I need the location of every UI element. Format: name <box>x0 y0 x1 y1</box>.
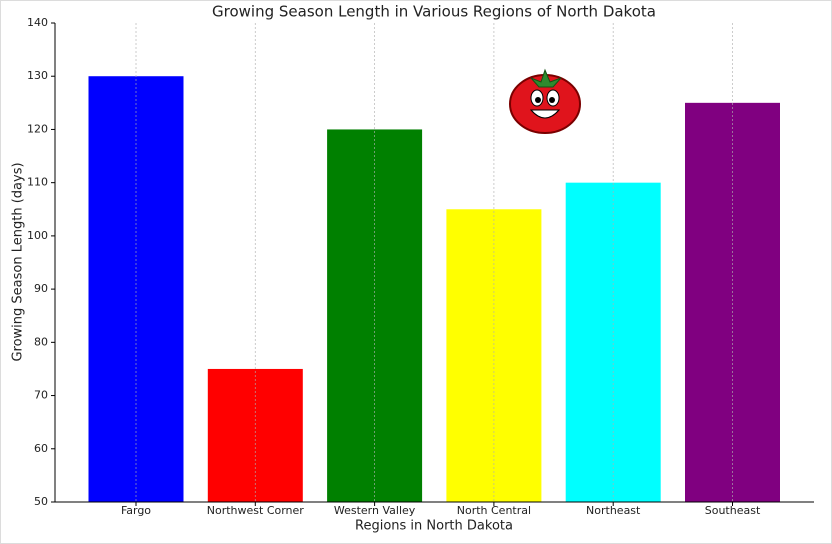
x-axis-label: Regions in North Dakota <box>355 519 513 534</box>
tomato-logo <box>509 68 581 134</box>
x-tick-label: Southeast <box>705 504 761 517</box>
x-tick-label: North Central <box>457 504 531 517</box>
y-tick-label: 130 <box>27 69 48 82</box>
y-tick-label: 60 <box>34 442 48 455</box>
y-tick-label: 140 <box>27 16 48 29</box>
x-tick-label: Western Valley <box>334 504 416 517</box>
y-axis-label: Growing Season Length (days) <box>11 162 26 361</box>
y-tick-label: 100 <box>27 229 48 242</box>
x-tick-label: Northwest Corner <box>207 504 305 517</box>
y-tick-label: 70 <box>34 389 48 402</box>
bar <box>565 182 661 502</box>
y-tick-label: 50 <box>34 495 48 508</box>
chart-title: Growing Season Length in Various Regions… <box>212 3 656 21</box>
y-tick-label: 80 <box>34 335 48 348</box>
x-tick-label: Northeast <box>586 504 641 517</box>
x-tick-label: Fargo <box>121 504 151 517</box>
bar <box>685 102 780 502</box>
y-tick-label: 120 <box>27 122 48 135</box>
y-tick-label: 90 <box>34 282 48 295</box>
plot-area: 50 60 70 80 90 100 110 120 130 140 Fargo Northwest … <box>27 16 814 517</box>
y-tick-label: 110 <box>27 176 48 189</box>
